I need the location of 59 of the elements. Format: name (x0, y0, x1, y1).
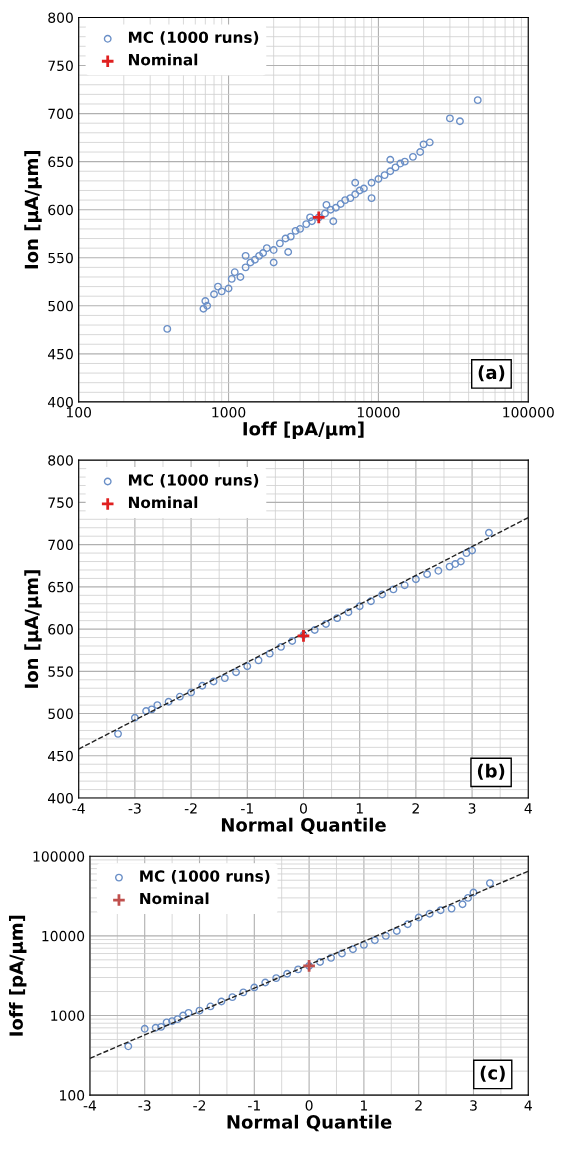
y-tick-label: 700 (48, 108, 73, 120)
x-tick-label: 1 (361, 1100, 368, 1111)
x-tick-label: 100 (66, 407, 92, 418)
y-tick-label: 400 (47, 792, 73, 804)
y-tick-label: 500 (48, 300, 73, 312)
y-tick-label: 750 (48, 60, 73, 72)
y-tick-label: 500 (48, 708, 73, 720)
y-tick-label: 600 (48, 624, 73, 635)
x-tick-label: -3 (138, 1100, 151, 1111)
y-tick-label: 550 (48, 666, 73, 677)
x-axis-title: Ioff [pA/µm] (243, 421, 364, 440)
legend-label: Nominal (128, 496, 198, 509)
x-tick-label: -3 (128, 803, 141, 814)
y-axis-title: Ion [µA/µm] (24, 150, 42, 269)
x-tick-label: 4 (524, 1100, 532, 1111)
y-tick-label: 750 (48, 497, 73, 508)
x-tick-label: 3 (470, 1100, 477, 1111)
x-tick-label: 1 (356, 803, 363, 814)
x-tick-label: 1000 (212, 407, 246, 418)
y-tick-label: 400 (47, 396, 73, 408)
annotation: (b) (477, 763, 505, 780)
x-tick-label: -4 (83, 1100, 97, 1111)
legend-label: Nominal (140, 892, 209, 905)
x-tick-label: 10000 (357, 407, 400, 418)
y-tick-label: 450 (47, 750, 73, 762)
x-tick-label: -2 (193, 1100, 206, 1111)
legend-label: Nominal (128, 53, 198, 66)
annotation: (a) (478, 365, 505, 382)
y-tick-label: 100 (60, 1090, 85, 1101)
y-tick-label: 650 (48, 581, 73, 593)
y-tick-label: 700 (48, 539, 73, 551)
y-tick-label: 100000 (33, 851, 85, 862)
y-axis-title: Ioff [pA/µm] (8, 915, 27, 1036)
y-tick-label: 450 (47, 348, 73, 360)
x-tick-label: 3 (468, 803, 476, 814)
y-tick-label: 1000 (51, 1010, 85, 1021)
y-tick-label: 800 (48, 12, 73, 23)
x-tick-label: -1 (248, 1100, 260, 1111)
legend-label: MC (1000 runs) (128, 31, 259, 45)
x-tick-label: 4 (524, 803, 532, 814)
x-tick-label: 2 (412, 803, 419, 814)
y-axis-title: Ion [µA/µm] (24, 570, 42, 688)
legend-label: MC (1000 runs) (140, 870, 270, 884)
x-tick-label: -2 (184, 803, 197, 814)
legend-label: MC (1000 runs) (128, 473, 259, 488)
x-tick-label: -1 (241, 803, 253, 814)
annotation: (c) (480, 1065, 505, 1082)
x-tick-label: 2 (415, 1100, 422, 1111)
y-tick-label: 800 (48, 455, 73, 466)
x-axis-title: Normal Quantile (227, 1114, 392, 1132)
y-tick-label: 600 (48, 204, 73, 216)
x-axis-title: Normal Quantile (221, 817, 386, 835)
x-tick-label: 100000 (503, 407, 554, 418)
x-tick-label: 0 (299, 803, 307, 814)
y-tick-label: 10000 (42, 930, 85, 942)
y-tick-label: 650 (48, 156, 73, 168)
x-tick-label: -4 (72, 803, 85, 814)
y-tick-label: 550 (48, 252, 73, 264)
x-tick-label: 0 (305, 1100, 313, 1111)
